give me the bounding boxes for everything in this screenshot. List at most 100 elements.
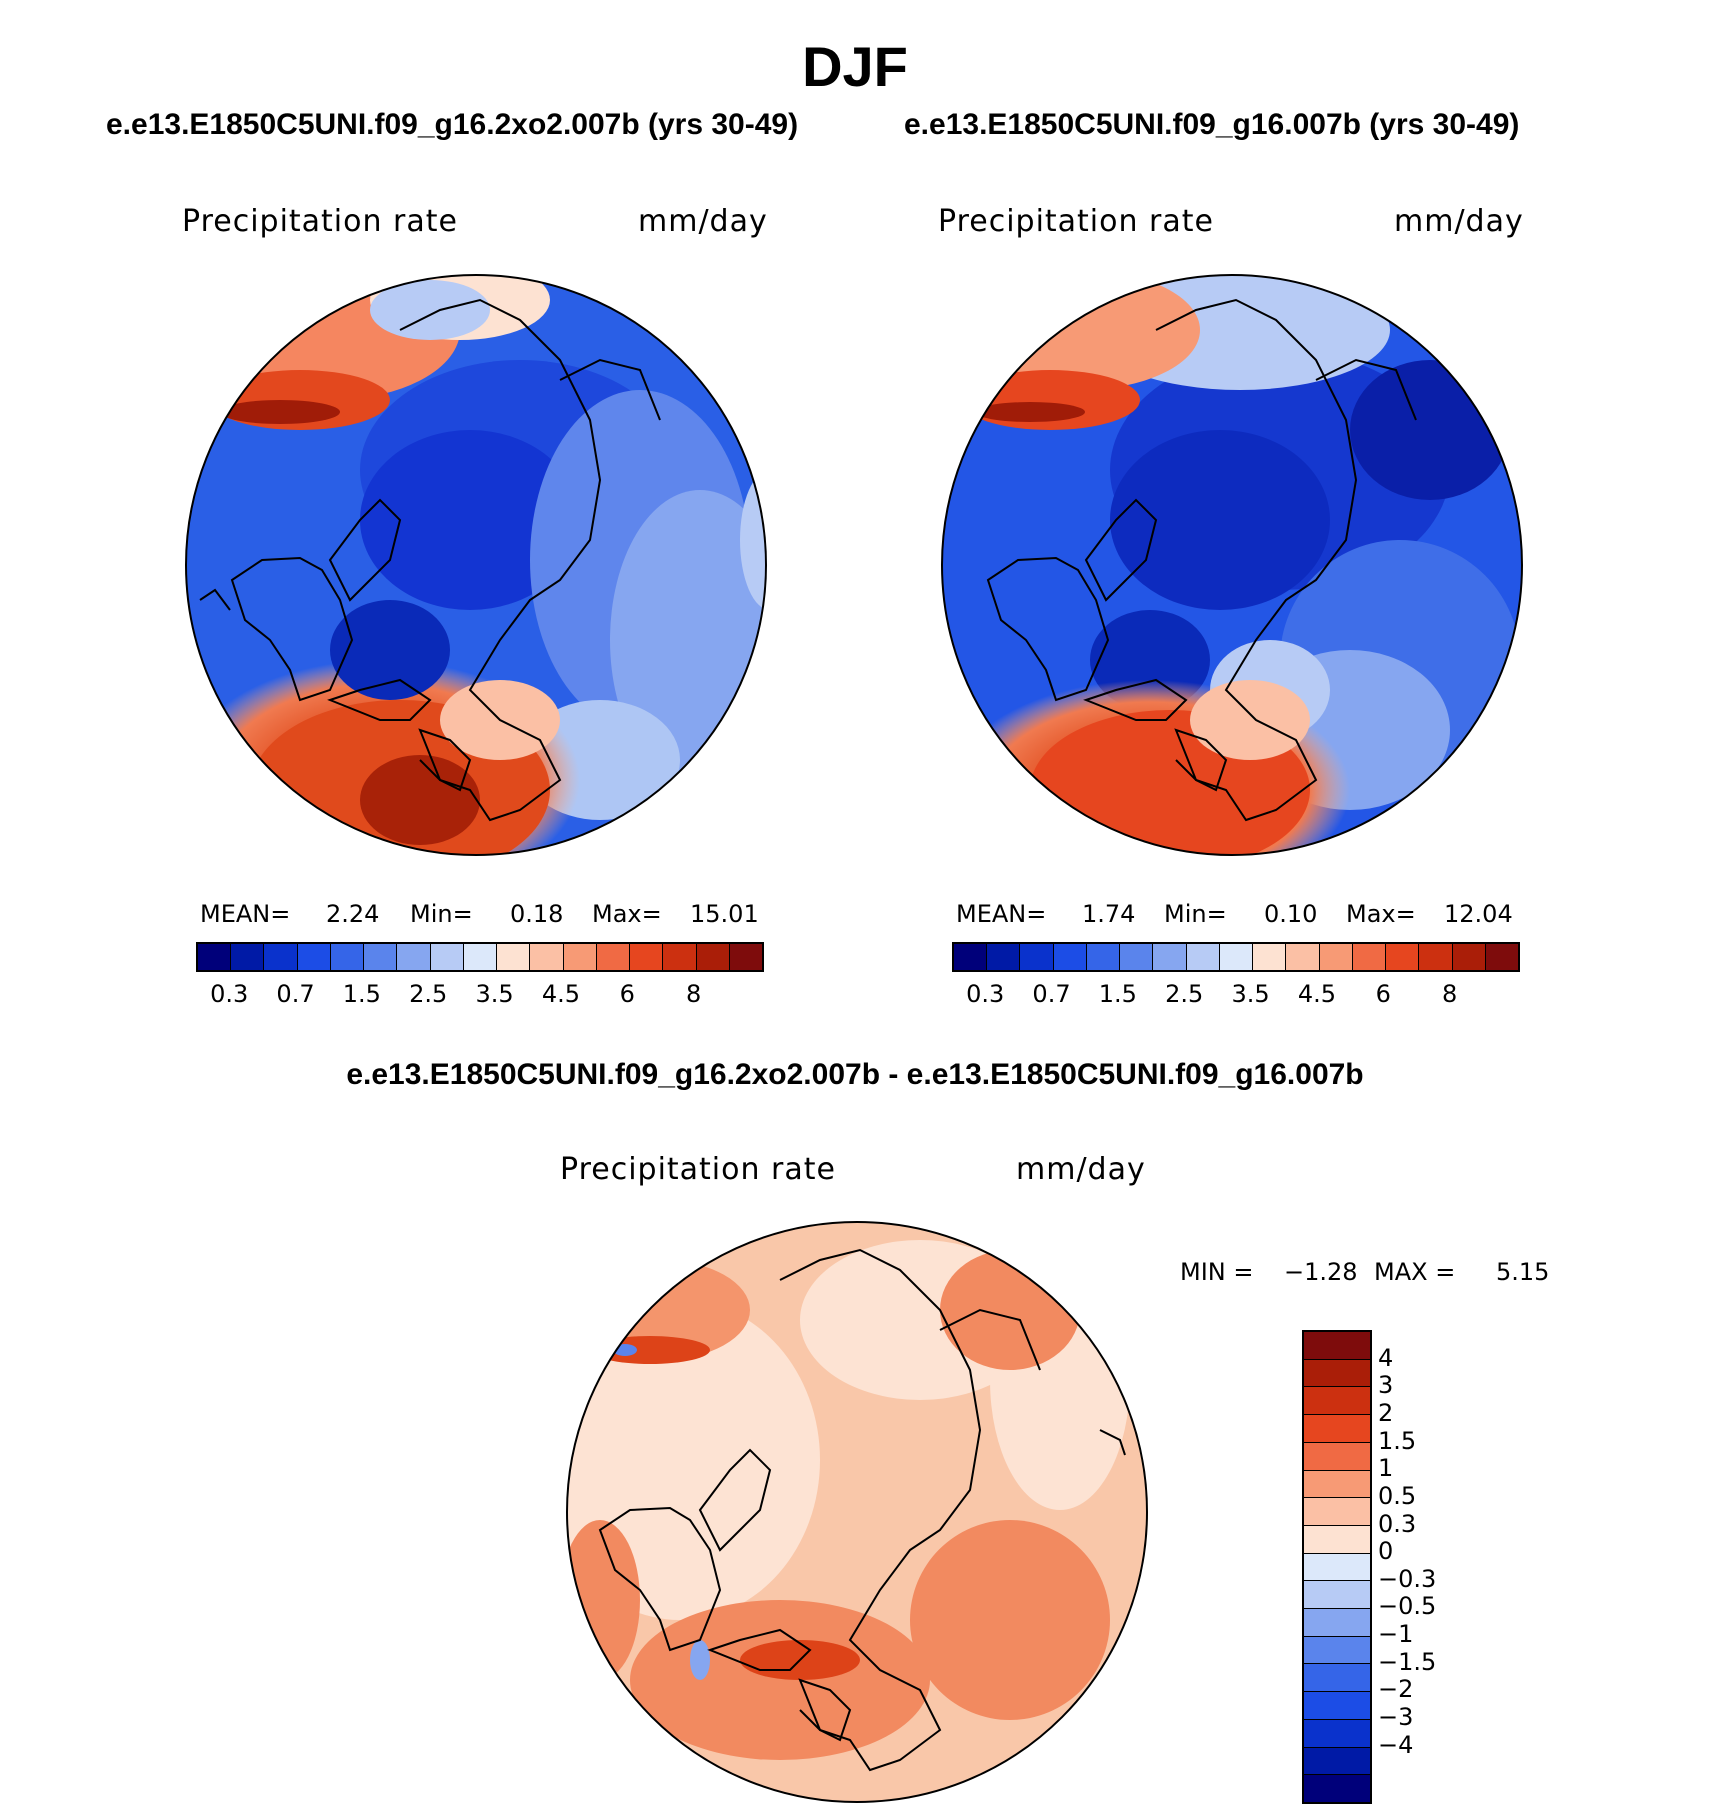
left-units-label: mm/day	[638, 204, 768, 239]
colorbar-swatch	[198, 944, 232, 970]
colorbar-tick-label: −2	[1378, 1675, 1414, 1704]
diff-max-value: 5.15	[1496, 1258, 1550, 1286]
colorbar-tick-label: 0	[1378, 1537, 1394, 1566]
colorbar-tick-label: 2	[1378, 1398, 1394, 1427]
figure-title: DJF	[802, 35, 908, 98]
left-min-label: Min=	[410, 900, 473, 928]
colorbar-tick-label: 0.3	[1378, 1509, 1417, 1538]
colorbar-tick-label: 1.5	[342, 980, 381, 1008]
colorbar-swatch	[1304, 1747, 1370, 1776]
left-colorbar	[196, 942, 764, 972]
colorbar-swatch	[1452, 944, 1486, 970]
colorbar-tick-label: 0.5	[1378, 1481, 1417, 1510]
colorbar-swatch	[1186, 944, 1220, 970]
colorbar-swatch	[1020, 944, 1054, 970]
colorbar-swatch	[397, 944, 431, 970]
right-max-value: 12.04	[1444, 900, 1513, 928]
colorbar-swatch	[663, 944, 697, 970]
colorbar-swatch	[231, 944, 265, 970]
colorbar-tick-label: 1	[1378, 1454, 1394, 1483]
colorbar-swatch	[1304, 1692, 1370, 1720]
right-variable-label: Precipitation rate	[938, 204, 1214, 239]
colorbar-tick-label: 3.5	[1231, 980, 1270, 1008]
colorbar-tick-label: 2.5	[1165, 980, 1204, 1008]
colorbar-swatch	[430, 944, 464, 970]
colorbar-tick-label: 8	[686, 980, 702, 1008]
colorbar-swatch	[264, 944, 298, 970]
right-min-label: Min=	[1164, 900, 1227, 928]
colorbar-swatch	[563, 944, 597, 970]
left-max-value: 15.01	[690, 900, 759, 928]
colorbar-swatch	[1304, 1359, 1370, 1388]
colorbar-swatch	[1304, 1332, 1370, 1360]
colorbar-swatch	[1304, 1775, 1370, 1802]
colorbar-swatch	[1304, 1609, 1370, 1637]
diff-polar-map	[567, 1222, 1147, 1802]
left-polar-map	[186, 275, 766, 855]
colorbar-swatch	[596, 944, 631, 970]
colorbar-tick-label: 6	[1375, 980, 1391, 1008]
colorbar-swatch	[954, 944, 988, 970]
right-mean-value: 1.74	[1082, 900, 1136, 928]
colorbar-swatch	[1153, 944, 1187, 970]
colorbar-swatch	[364, 944, 398, 970]
diff-title: e.e13.E1850C5UNI.f09_g16.2xo2.007b - e.e…	[346, 1058, 1364, 1091]
colorbar-tick-label: 8	[1442, 980, 1458, 1008]
left-min-value: 0.18	[510, 900, 564, 928]
left-mean-label: MEAN=	[200, 900, 291, 928]
colorbar-swatch	[1253, 944, 1287, 970]
diff-max-label: MAX =	[1374, 1258, 1456, 1286]
colorbar-swatch	[1219, 944, 1254, 970]
colorbar-swatch	[1304, 1636, 1370, 1665]
colorbar-swatch	[1304, 1498, 1370, 1526]
diff-min-value: −1.28	[1284, 1258, 1358, 1286]
left-variable-label: Precipitation rate	[182, 204, 458, 239]
colorbar-tick-label: −1.5	[1378, 1647, 1437, 1676]
left-max-label: Max=	[592, 900, 662, 928]
right-min-value: 0.10	[1264, 900, 1318, 928]
colorbar-swatch	[1086, 944, 1121, 970]
colorbar-swatch	[1304, 1415, 1370, 1443]
colorbar-swatch	[987, 944, 1021, 970]
colorbar-tick-label: −1	[1378, 1620, 1414, 1649]
colorbar-tick-label: 4	[1378, 1343, 1394, 1372]
colorbar-swatch	[1319, 944, 1353, 970]
right-polar-map	[942, 275, 1522, 855]
colorbar-tick-label: 0.7	[276, 980, 315, 1008]
colorbar-swatch	[696, 944, 730, 970]
left-case-title: e.e13.E1850C5UNI.f09_g16.2xo2.007b (yrs …	[106, 108, 799, 141]
colorbar-swatch	[1304, 1553, 1370, 1582]
colorbar-swatch	[1304, 1525, 1370, 1554]
colorbar-swatch	[630, 944, 664, 970]
colorbar-swatch	[1304, 1470, 1370, 1499]
colorbar-tick-label: 0.7	[1032, 980, 1071, 1008]
diff-min-label: MIN =	[1180, 1258, 1254, 1286]
colorbar-tick-label: 1.5	[1098, 980, 1137, 1008]
colorbar-swatch	[530, 944, 564, 970]
diff-variable-label: Precipitation rate	[560, 1152, 836, 1187]
colorbar-tick-label: −3	[1378, 1703, 1414, 1732]
colorbar-swatch	[1485, 944, 1518, 970]
colorbar-swatch	[1286, 944, 1320, 970]
colorbar-tick-label: 1.5	[1378, 1426, 1417, 1455]
colorbar-tick-label: 3.5	[475, 980, 514, 1008]
colorbar-swatch	[297, 944, 331, 970]
colorbar-tick-label: 0.3	[210, 980, 249, 1008]
colorbar-swatch	[729, 944, 762, 970]
colorbar-swatch	[497, 944, 531, 970]
colorbar-swatch	[1120, 944, 1154, 970]
colorbar-tick-label: −0.3	[1378, 1564, 1437, 1593]
right-case-title: e.e13.E1850C5UNI.f09_g16.007b (yrs 30-49…	[904, 108, 1520, 141]
colorbar-swatch	[1304, 1719, 1370, 1748]
colorbar-tick-label: 3	[1378, 1371, 1394, 1400]
colorbar-tick-label: 0.3	[966, 980, 1005, 1008]
colorbar-swatch	[1419, 944, 1453, 970]
colorbar-tick-label: 4.5	[1297, 980, 1337, 1008]
right-colorbar	[952, 942, 1520, 972]
colorbar-tick-label: −4	[1378, 1730, 1414, 1759]
diff-units-label: mm/day	[1016, 1152, 1146, 1187]
right-units-label: mm/day	[1394, 204, 1524, 239]
colorbar-swatch	[1352, 944, 1387, 970]
colorbar-swatch	[1304, 1664, 1370, 1693]
